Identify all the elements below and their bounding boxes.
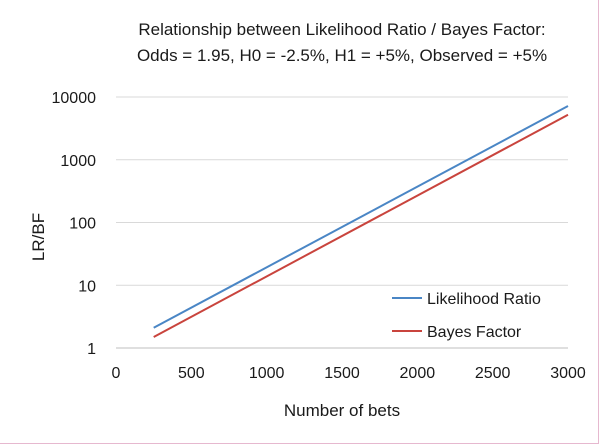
- y-tick-label-2: 100: [69, 216, 96, 233]
- y-tick-label-3: 1000: [60, 153, 96, 170]
- x-tick-label-2: 1000: [249, 365, 285, 382]
- legend: Likelihood Ratio Bayes Factor: [392, 291, 541, 341]
- x-axis-label: Number of bets: [284, 401, 400, 420]
- y-tick-label-1: 10: [78, 278, 96, 295]
- legend-label-2: Bayes Factor: [427, 324, 522, 341]
- x-axis-ticks: 0 500 1000 1500 2000 2500 3000: [112, 365, 586, 382]
- gridlines: [116, 96, 568, 286]
- legend-label-1: Likelihood Ratio: [427, 291, 541, 308]
- series-lines: [153, 105, 569, 338]
- y-tick-label-0: 1: [87, 341, 96, 358]
- x-tick-label-0: 0: [112, 365, 121, 382]
- chart-title: Relationship between Likelihood Ratio / …: [138, 20, 545, 39]
- chart-subtitle: Odds = 1.95, H0 = -2.5%, H1 = +5%, Obser…: [137, 46, 547, 65]
- x-tick-label-3: 1500: [324, 365, 360, 382]
- y-tick-label-4: 10000: [52, 90, 97, 107]
- series-line-1: [153, 105, 569, 329]
- x-tick-label-5: 2500: [475, 365, 511, 382]
- y-axis-ticks: 1 10 100 1000 10000: [52, 90, 97, 358]
- x-tick-label-6: 3000: [550, 365, 586, 382]
- x-tick-label-1: 500: [178, 365, 205, 382]
- series-line-2: [153, 113, 569, 338]
- y-axis-label: LR/BF: [29, 213, 48, 261]
- x-tick-label-4: 2000: [400, 365, 436, 382]
